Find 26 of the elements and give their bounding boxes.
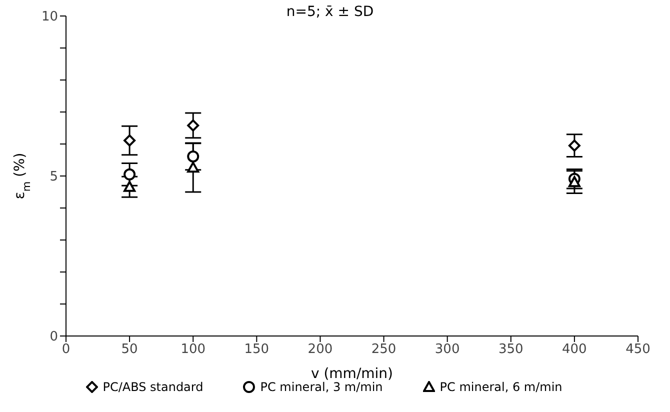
x-tick-label: 0 <box>62 342 70 358</box>
point <box>187 150 200 162</box>
legend-label: PC mineral, 3 m/min <box>260 380 383 394</box>
y-tick-label: 10 <box>41 10 58 25</box>
point <box>124 134 136 146</box>
y-tick-label: 0 <box>50 330 58 345</box>
legend-label: PC mineral, 6 m/min <box>440 380 562 394</box>
point <box>187 162 200 173</box>
point <box>124 180 136 192</box>
x-tick-label: 350 <box>498 342 524 358</box>
x-tick-label: 50 <box>121 342 138 358</box>
point <box>124 168 136 180</box>
x-tick-label: 300 <box>434 342 460 358</box>
point <box>568 176 580 188</box>
x-tick-label: 200 <box>308 342 333 358</box>
point <box>568 140 580 152</box>
chart-title: n=5; x̄ ± SD <box>286 4 374 20</box>
x-tick-label: 250 <box>371 342 396 358</box>
y-tick-label: 5 <box>50 170 58 185</box>
x-tick-label: 450 <box>626 342 650 358</box>
point <box>187 119 200 132</box>
x-tick-label: 400 <box>562 342 587 358</box>
x-axis-title: v (mm/min) <box>310 366 394 382</box>
x-tick-label: 100 <box>180 342 206 358</box>
legend-label: PC/ABS standard <box>102 380 204 394</box>
x-tick-label: 150 <box>244 342 270 358</box>
